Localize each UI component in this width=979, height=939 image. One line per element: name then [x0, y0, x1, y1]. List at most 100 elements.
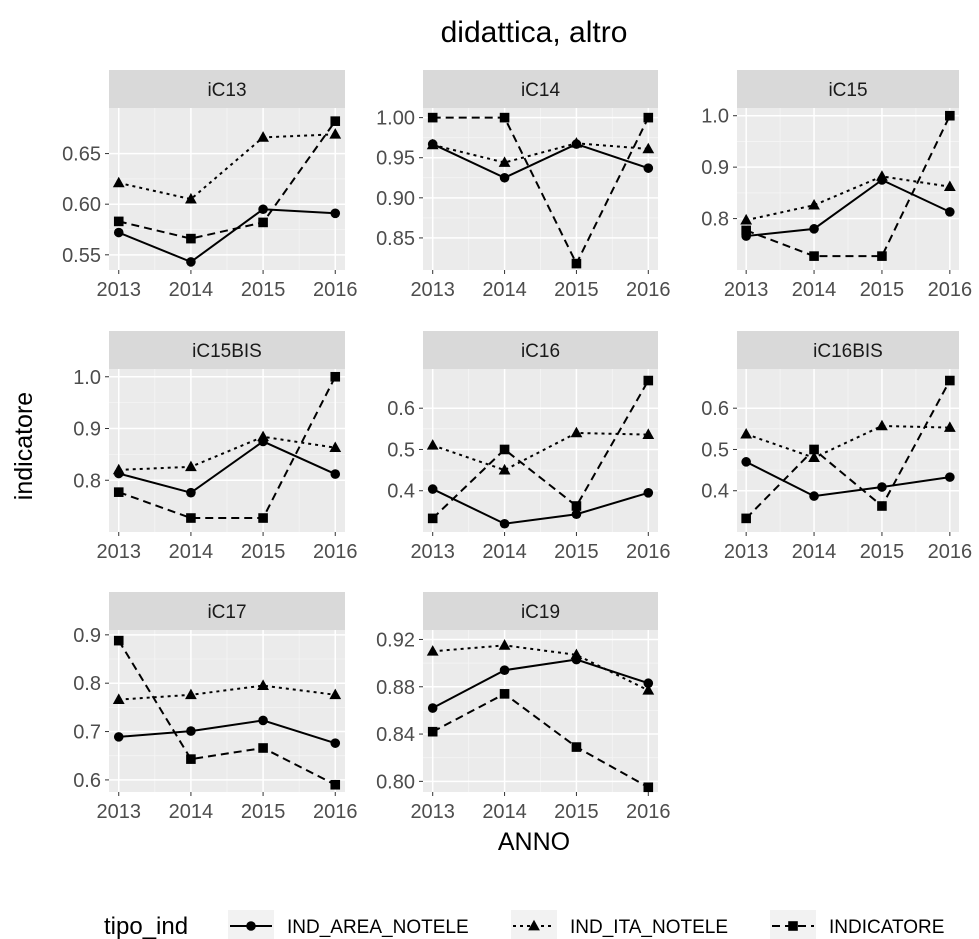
data-point — [945, 207, 955, 217]
facet-strip — [109, 70, 345, 108]
data-point — [186, 754, 196, 764]
x-tick-label: 2013 — [724, 541, 769, 563]
facet-panel: iC13 0.55 0.60 0.65 2013 2014 2015 2016 — [62, 70, 358, 301]
y-tick-label: 0.90 — [376, 188, 415, 210]
data-point — [943, 180, 956, 192]
legend-key-marker — [528, 919, 540, 931]
data-point — [426, 138, 439, 150]
facet-label: iC16 — [521, 341, 560, 362]
data-point — [499, 518, 510, 529]
facet-panel: iC16BIS 0.4 0.5 0.6 2013 2014 2015 2016 — [701, 331, 972, 563]
data-point — [643, 782, 654, 793]
x-tick-label: 2015 — [860, 541, 905, 563]
series-line — [746, 178, 951, 238]
data-point — [329, 688, 342, 700]
y-tick-label: 1.0 — [701, 106, 729, 128]
data-point — [258, 715, 268, 726]
data-point — [643, 112, 654, 123]
data-point — [570, 648, 583, 660]
x-tick-label: 2013 — [410, 801, 455, 823]
data-point — [426, 439, 439, 450]
data-point — [642, 684, 655, 695]
data-point — [185, 192, 197, 204]
legend-title: tipo_ind — [104, 913, 188, 939]
data-point — [112, 463, 125, 475]
data-point — [427, 726, 438, 737]
y-tick-label: 0.5 — [387, 439, 415, 461]
series-line — [118, 440, 336, 494]
data-point — [643, 375, 654, 386]
x-tick-label: 2016 — [626, 801, 671, 823]
y-tick-label: 0.9 — [73, 419, 101, 441]
data-point — [427, 513, 438, 524]
data-point — [499, 444, 510, 455]
x-tick-label: 2014 — [169, 541, 214, 563]
data-point — [741, 457, 751, 467]
y-tick-label: 1.0 — [73, 367, 101, 389]
data-point — [426, 645, 439, 656]
series-line — [432, 644, 649, 692]
data-point — [330, 469, 341, 479]
series-line — [745, 424, 950, 459]
facet-label: iC14 — [521, 80, 561, 101]
y-tick-label: 0.6 — [387, 398, 415, 420]
data-point — [570, 137, 583, 148]
y-tick-label: 0.8 — [73, 470, 101, 492]
facet-panel: iC15BIS 0.8 0.9 1.0 2013 2014 2015 2016 — [73, 331, 358, 563]
facet-label: iC15BIS — [192, 341, 262, 362]
data-point — [330, 208, 341, 219]
y-tick-label: 0.7 — [73, 722, 101, 744]
data-point — [113, 487, 124, 497]
data-point — [258, 513, 268, 523]
y-tick-label: 0.84 — [376, 724, 415, 746]
y-tick-label: 0.80 — [376, 771, 415, 793]
facet-panels: iC13 0.55 0.60 0.65 2013 2014 2015 2016 iC14 0.85… — [62, 70, 972, 823]
data-point — [499, 689, 510, 699]
data-point — [330, 779, 341, 790]
y-tick-label: 0.88 — [376, 677, 415, 699]
y-tick-label: 0.65 — [62, 144, 101, 166]
y-tick-label: 0.5 — [701, 439, 729, 461]
x-tick-label: 2016 — [313, 279, 358, 301]
x-tick-label: 2014 — [482, 541, 527, 563]
facet-strip — [737, 70, 959, 108]
data-point — [643, 487, 654, 498]
data-point — [876, 170, 888, 181]
data-point — [330, 371, 341, 382]
x-tick-label: 2014 — [792, 279, 837, 301]
data-point — [427, 112, 438, 123]
series-line — [432, 142, 649, 164]
x-tick-label: 2015 — [241, 279, 286, 301]
data-point — [113, 216, 124, 227]
data-point — [329, 128, 342, 139]
x-tick-label: 2015 — [241, 801, 286, 823]
x-tick-label: 2013 — [96, 279, 141, 301]
data-point — [113, 227, 124, 238]
data-point — [808, 199, 820, 210]
series-line — [432, 658, 649, 709]
y-tick-label: 0.85 — [376, 228, 415, 250]
data-point — [571, 509, 582, 520]
x-tick-label: 2013 — [96, 801, 141, 823]
data-point — [185, 460, 197, 472]
x-tick-label: 2015 — [554, 541, 599, 563]
data-point — [185, 688, 197, 700]
data-point — [571, 742, 582, 752]
y-tick-label: 0.9 — [73, 625, 101, 647]
facet-strip — [423, 592, 658, 630]
y-tick-label: 0.8 — [701, 209, 729, 231]
y-tick-label: 1.00 — [376, 108, 415, 130]
data-point — [427, 484, 438, 494]
series-line — [745, 115, 951, 258]
y-tick-label: 0.9 — [701, 157, 729, 179]
data-point — [186, 726, 196, 736]
data-point — [571, 258, 582, 269]
series-line — [118, 133, 336, 201]
series-line — [432, 116, 650, 266]
series-line — [118, 435, 336, 471]
legend-key-marker — [246, 921, 256, 931]
x-tick-label: 2016 — [626, 541, 671, 563]
series-line — [118, 719, 336, 745]
data-point — [741, 513, 751, 524]
